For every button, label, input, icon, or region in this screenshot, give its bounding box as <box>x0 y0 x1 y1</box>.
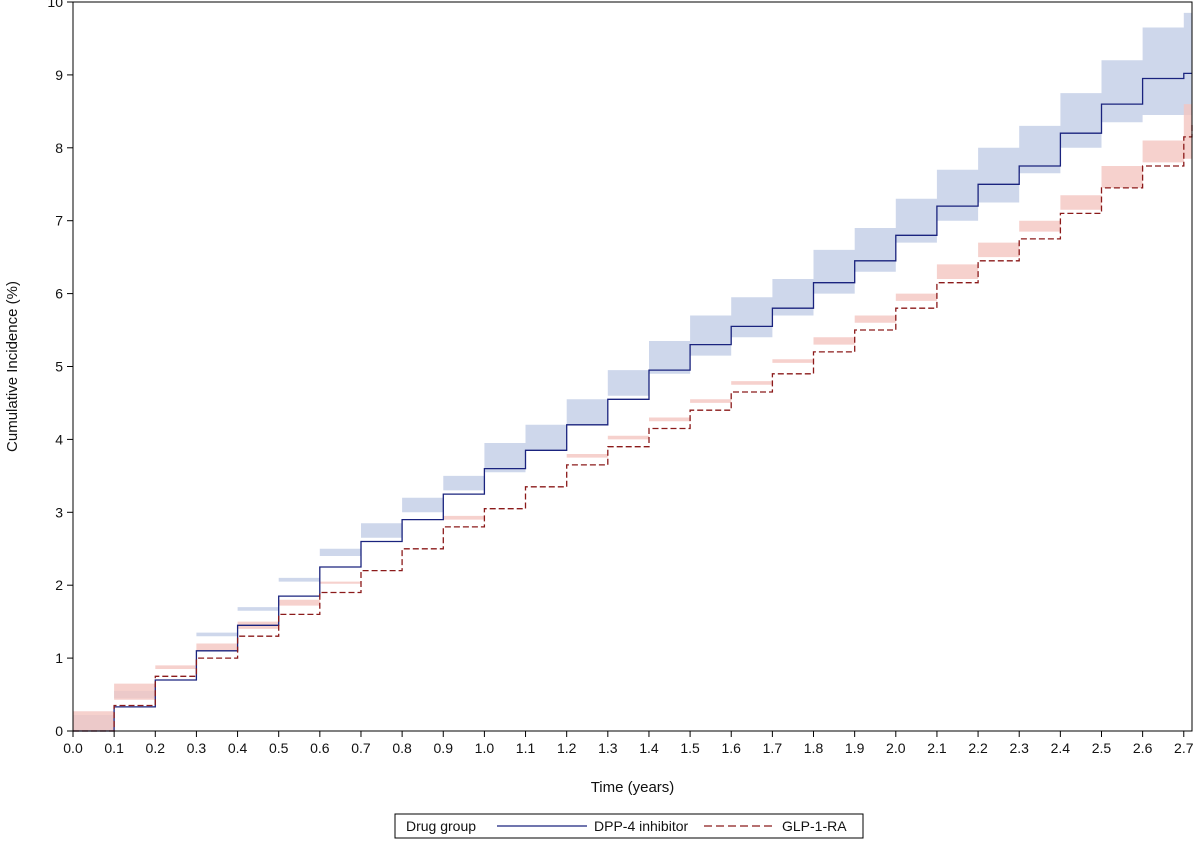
y-tick-label: 9 <box>55 67 63 83</box>
x-tick-label: 0.9 <box>434 740 454 756</box>
x-tick-label: 0.4 <box>228 740 248 756</box>
y-axis-label: Cumulative Incidence (%) <box>4 281 21 452</box>
x-tick-label: 0.3 <box>187 740 207 756</box>
y-tick-label: 0 <box>55 723 63 739</box>
legend-box <box>394 813 864 839</box>
y-tick-label: 10 <box>47 0 63 10</box>
x-tick-label: 1.4 <box>639 740 659 756</box>
x-tick-label: 2.4 <box>1051 740 1071 756</box>
x-tick-label: 0.0 <box>63 740 83 756</box>
x-tick-label: 0.6 <box>310 740 330 756</box>
y-tick-label: 5 <box>55 359 63 375</box>
x-tick-label: 1.6 <box>722 740 742 756</box>
x-tick-label: 1.8 <box>804 740 824 756</box>
x-tick-label: 2.0 <box>886 740 906 756</box>
y-tick-label: 6 <box>55 286 63 302</box>
y-tick-label: 8 <box>55 140 63 156</box>
x-tick-label: 0.8 <box>392 740 412 756</box>
legend-label-glp1: GLP-1-RA <box>782 818 847 834</box>
x-tick-label: 0.1 <box>104 740 124 756</box>
y-axis: 0 1 2 3 4 5 6 7 8 9 10 <box>47 0 73 739</box>
series-lines <box>73 72 1193 732</box>
x-tick-label: 0.5 <box>269 740 289 756</box>
x-tick-label: 1.2 <box>557 740 577 756</box>
x-tick-label: 1.0 <box>475 740 495 756</box>
y-tick-label: 2 <box>55 577 63 593</box>
x-tick-label: 2.5 <box>1092 740 1112 756</box>
x-tick-label: 0.7 <box>351 740 371 756</box>
x-tick-label: 2.7 <box>1174 740 1194 756</box>
legend-title: Drug group <box>406 818 476 834</box>
x-tick-label: 0.2 <box>146 740 166 756</box>
x-axis-label: Time (years) <box>591 779 675 796</box>
x-tick-label: 2.6 <box>1133 740 1153 756</box>
x-tick-label: 1.9 <box>845 740 865 756</box>
legend-label-dpp4: DPP-4 inhibitor <box>594 818 688 834</box>
x-tick-label: 2.2 <box>968 740 988 756</box>
y-tick-label: 4 <box>55 431 63 447</box>
confidence-band-dpp4 <box>73 9 1192 732</box>
y-tick-label: 7 <box>55 213 63 229</box>
y-tick-label: 3 <box>55 504 63 520</box>
series-line-glp1 <box>73 122 1193 732</box>
x-tick-label: 1.7 <box>763 740 783 756</box>
legend: Drug group DPP-4 inhibitor GLP-1-RA <box>394 813 864 839</box>
x-tick-label: 1.5 <box>680 740 700 756</box>
confidence-band-glp1 <box>73 85 1192 732</box>
x-axis: 0.0 0.1 0.2 0.3 0.4 0.5 0.6 0.7 0.8 0.9 1.0 1.1 1.2 1… <box>63 731 1194 756</box>
x-tick-label: 2.1 <box>927 740 947 756</box>
y-tick-label: 1 <box>55 650 63 666</box>
confidence-bands <box>73 9 1192 732</box>
x-tick-label: 1.1 <box>516 740 536 756</box>
x-tick-label: 1.3 <box>598 740 618 756</box>
x-tick-label: 2.3 <box>1009 740 1029 756</box>
